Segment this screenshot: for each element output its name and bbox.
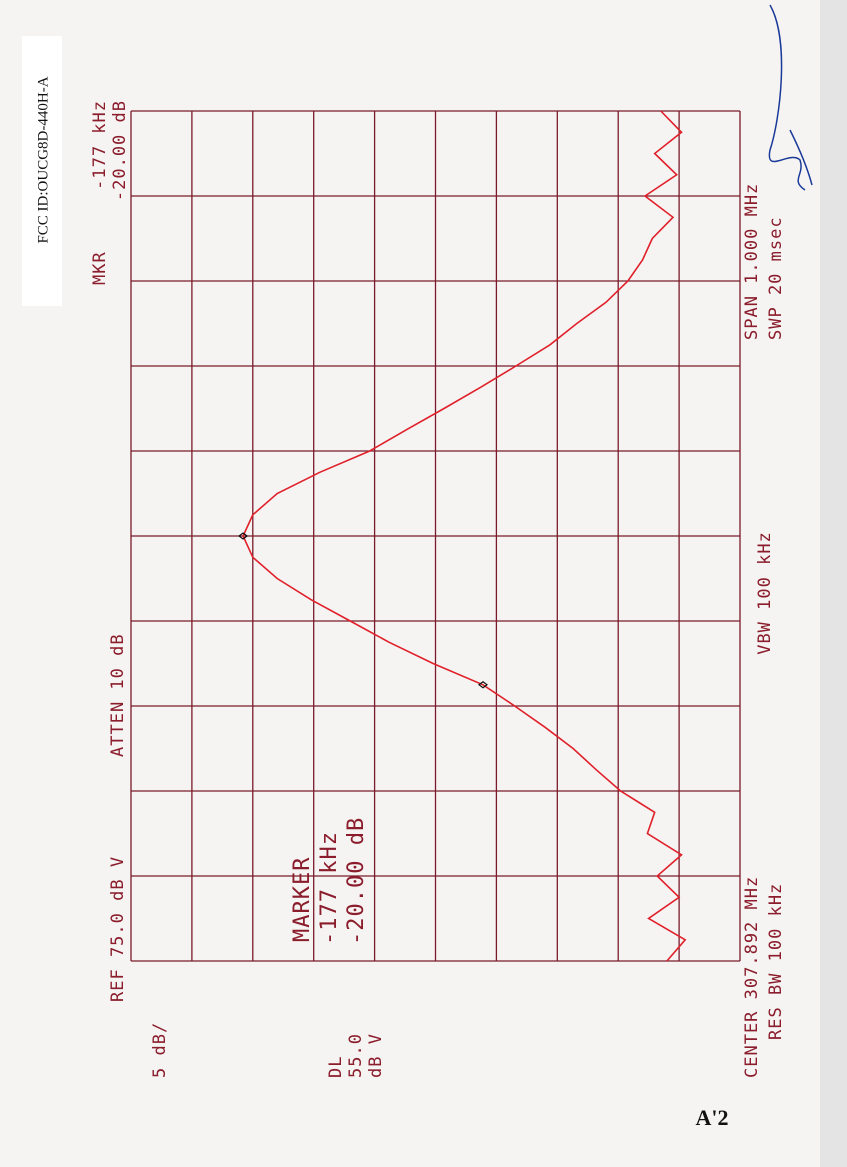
vbw: VBW 100 kHz xyxy=(755,531,775,655)
mkr-amp: -20.00 dB xyxy=(110,100,130,201)
fcc-id: FCC ID:OUCG8D-440H-A xyxy=(35,76,51,243)
mkr-label: MKR xyxy=(90,251,110,285)
marker-point xyxy=(478,681,489,689)
trace-line xyxy=(242,110,687,962)
attenuation: ATTEN 10 dB xyxy=(108,633,128,757)
marker-amp: -20.00 dB xyxy=(344,817,369,945)
res-bw: RES BW 100 kHz xyxy=(766,883,786,1040)
scan-edge xyxy=(820,0,847,1167)
span: SPAN 1.000 MHz xyxy=(742,183,762,340)
marker-point xyxy=(238,532,249,540)
signature xyxy=(768,4,813,191)
sweep: SWP 20 msec xyxy=(766,216,786,340)
mkr-freq: -177 kHz xyxy=(90,100,110,190)
marker-title: MARKER xyxy=(290,857,315,942)
dl-value: 55.0 xyxy=(346,1033,366,1078)
scale: 5 dB/ xyxy=(150,1022,170,1078)
trace-group xyxy=(238,110,687,962)
grid xyxy=(130,110,741,962)
marker-freq: -177 kHz xyxy=(317,831,342,945)
dl-unit: dB V xyxy=(366,1033,386,1078)
page-label: A'2 xyxy=(696,1105,729,1130)
fcc-box xyxy=(22,36,62,306)
center-freq: CENTER 307.892 MHz xyxy=(742,876,762,1078)
ref-level: REF 75.0 dB V xyxy=(108,856,128,1002)
dl-label: DL xyxy=(326,1056,346,1078)
